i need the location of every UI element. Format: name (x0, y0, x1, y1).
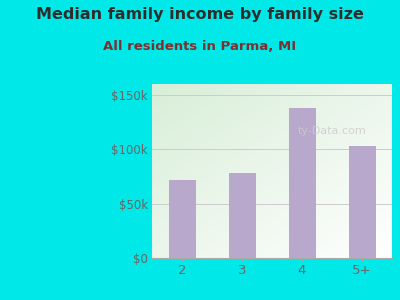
Bar (228, 173, 256, 258)
Bar (348, 146, 376, 258)
Text: All residents in Parma, MI: All residents in Parma, MI (104, 40, 296, 53)
Bar (288, 108, 316, 258)
Text: Median family income by family size: Median family income by family size (36, 8, 364, 22)
Bar (168, 180, 196, 258)
Text: ty-Data.com: ty-Data.com (298, 126, 366, 136)
